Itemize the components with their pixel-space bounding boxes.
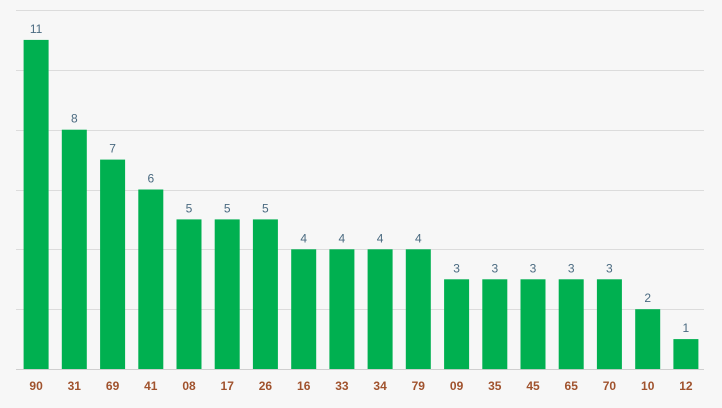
value-label-34: 4: [377, 231, 384, 245]
value-label-17: 5: [224, 201, 231, 215]
value-label-08: 5: [186, 201, 193, 215]
category-label-09: 09: [450, 379, 464, 393]
category-label-08: 08: [182, 379, 196, 393]
bar-12: [673, 339, 699, 369]
value-label-10: 2: [644, 291, 651, 305]
bar-70: [596, 279, 622, 370]
category-label-12: 12: [679, 379, 693, 393]
bar-10: [635, 309, 661, 369]
bar-35: [482, 279, 508, 370]
category-label-45: 45: [526, 379, 540, 393]
category-label-31: 31: [68, 379, 82, 393]
value-label-90: 11: [30, 22, 43, 36]
value-label-69: 7: [109, 142, 116, 156]
bar-34: [367, 249, 393, 369]
bar-33: [329, 249, 355, 369]
bar-layer: [23, 39, 699, 370]
bar-17: [214, 219, 240, 369]
value-label-26: 5: [262, 201, 269, 215]
category-label-26: 26: [259, 379, 273, 393]
category-label-70: 70: [603, 379, 617, 393]
bar-90: [23, 39, 49, 370]
category-label-90: 90: [29, 379, 43, 393]
category-label-34: 34: [373, 379, 387, 393]
category-label-16: 16: [297, 379, 311, 393]
category-label-17: 17: [221, 379, 235, 393]
bar-16: [291, 249, 317, 369]
value-label-09: 3: [453, 261, 460, 275]
bar-69: [100, 159, 126, 369]
value-label-31: 8: [71, 112, 78, 126]
value-label-layer: 11 8 7 6 5 5 5 4 4 4 4 3 3 3 3 3 2 1: [30, 22, 690, 335]
bar-65: [558, 279, 584, 370]
value-label-65: 3: [568, 261, 575, 275]
category-label-layer: 90 31 69 41 08 17 26 16 33 34 79 09 35 45 65 70 10 12: [29, 379, 692, 393]
bar-26: [252, 219, 278, 369]
category-label-35: 35: [488, 379, 502, 393]
category-label-65: 65: [565, 379, 579, 393]
bar-08: [176, 219, 202, 369]
value-label-70: 3: [606, 261, 613, 275]
category-label-69: 69: [106, 379, 120, 393]
category-label-79: 79: [412, 379, 426, 393]
value-label-12: 1: [683, 321, 690, 335]
value-label-79: 4: [415, 231, 422, 245]
category-label-33: 33: [335, 379, 349, 393]
value-label-41: 6: [147, 172, 154, 186]
bar-79: [405, 249, 431, 369]
bar-41: [138, 189, 164, 369]
bar-09: [444, 279, 470, 370]
value-label-16: 4: [300, 231, 307, 245]
category-label-41: 41: [144, 379, 158, 393]
bar-31: [61, 129, 87, 369]
value-label-35: 3: [491, 261, 498, 275]
category-label-10: 10: [641, 379, 655, 393]
value-label-33: 4: [339, 231, 346, 245]
grid-layer: [16, 10, 704, 370]
value-label-45: 3: [530, 261, 537, 275]
bar-45: [520, 279, 546, 370]
